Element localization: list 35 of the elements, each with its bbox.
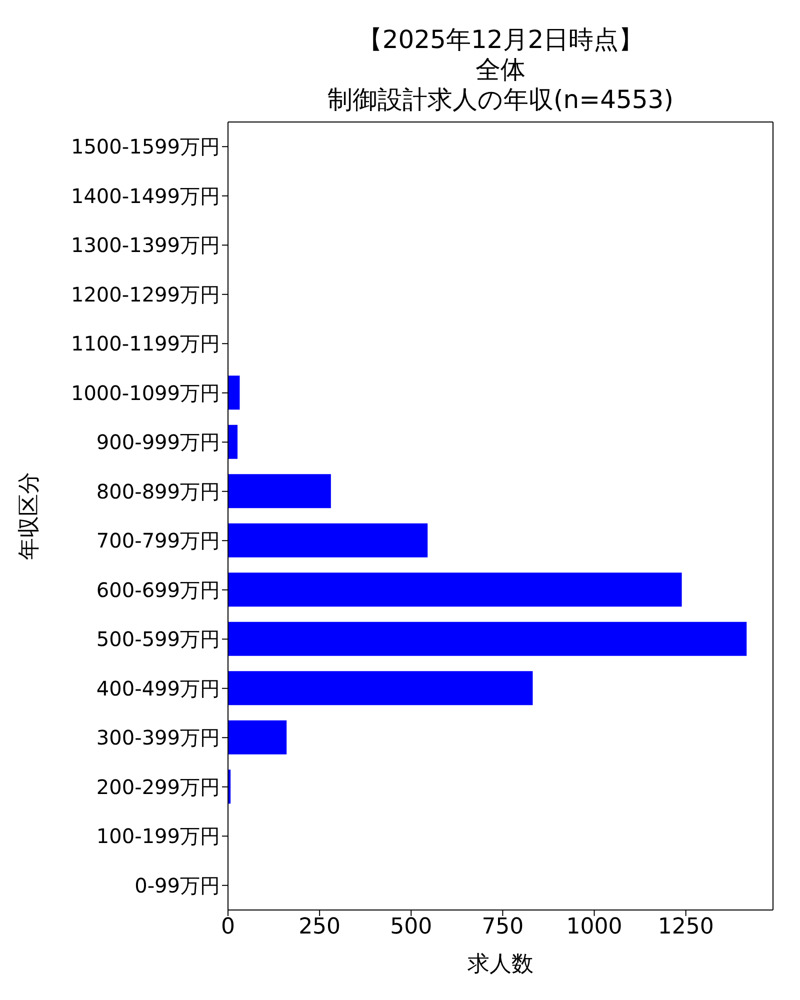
x-tick-label: 500 [390,914,432,940]
y-tick-label: 1200-1299万円 [70,282,220,306]
bar [228,572,682,607]
y-tick-label: 200-299万円 [96,774,220,799]
y-tick-label: 700-799万円 [96,528,220,553]
chart-subtitle: 全体 [476,55,526,84]
bar [228,474,331,508]
y-tick-label: 1300-1399万円 [70,233,220,258]
y-tick-label: 1400-1499万円 [70,184,220,208]
y-tick-label: 100-199万円 [96,824,220,848]
y-tick-label: 1100-1199万円 [70,332,220,356]
y-tick-label: 400-499万円 [96,676,220,700]
bar [228,622,747,656]
y-tick-label: 0-99万円 [134,873,220,898]
y-tick-label: 900-999万円 [96,430,220,454]
y-tick-label: 600-699万円 [96,578,220,602]
text: 【2025年12月2日時点】 [357,25,644,54]
x-tick-label: 750 [482,914,524,940]
x-tick-label: 250 [298,914,341,940]
x-tick-label: 1000 [566,914,622,940]
y-tick-label: 1500-1599万円 [70,134,220,159]
chart-title: 制御設計求人の年収(n=4553) [328,85,674,114]
y-axis-title: 年収区分 [16,472,42,560]
x-tick-label: 1250 [658,914,714,940]
bar [228,376,240,410]
bar [228,424,238,459]
y-tick-label: 800-899万円 [96,479,220,504]
bar [228,720,287,754]
x-tick-label: 0 [221,914,235,940]
x-axis-title: 求人数 [468,952,534,977]
y-tick-label: 500-599万円 [96,627,220,652]
bar [228,523,428,558]
y-tick-label: 1000-1099万円 [70,380,220,405]
bar [228,671,533,706]
y-tick-label: 300-399万円 [96,726,220,750]
